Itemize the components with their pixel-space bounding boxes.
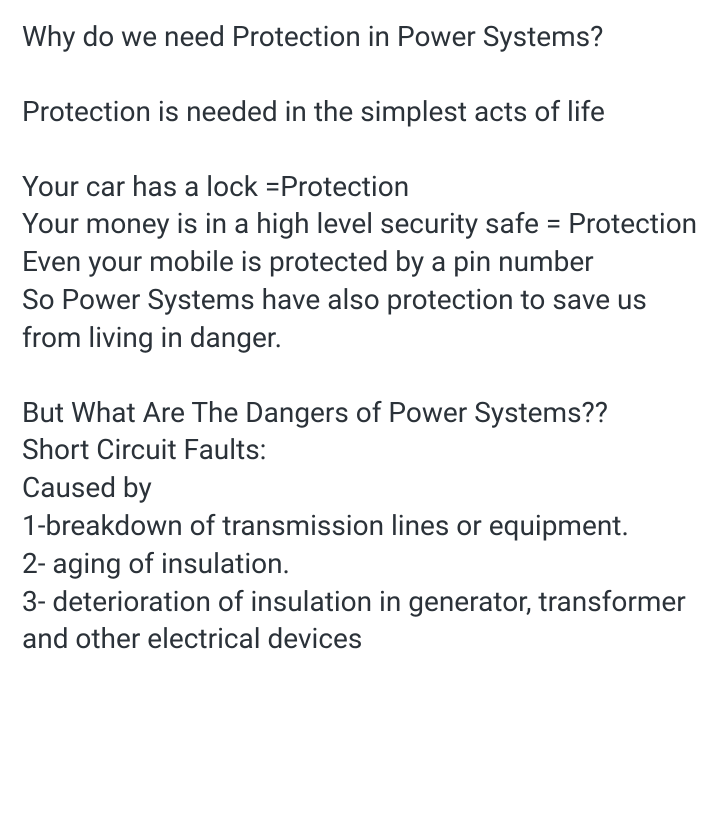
fault-type: Short Circuit Faults:	[22, 431, 698, 469]
caused-by-label: Caused by	[22, 469, 698, 507]
cause-2: 2- aging of insulation.	[22, 545, 698, 583]
example-mobile: Even your mobile is protected by a pin n…	[22, 243, 698, 281]
example-conclusion: So Power Systems have also protection to…	[22, 281, 698, 357]
blank-line	[22, 357, 698, 394]
example-money: Your money is in a high level security s…	[22, 205, 698, 243]
example-car: Your car has a lock =Protection	[22, 168, 698, 206]
blank-line	[22, 56, 698, 93]
heading-question: Why do we need Protection in Power Syste…	[22, 18, 698, 56]
cause-3: 3- deterioration of insulation in genera…	[22, 583, 698, 659]
cause-1: 1-breakdown of transmission lines or equ…	[22, 507, 698, 545]
document-body: Why do we need Protection in Power Syste…	[0, 0, 720, 676]
blank-line	[22, 131, 698, 168]
intro-line: Protection is needed in the simplest act…	[22, 93, 698, 131]
dangers-heading: But What Are The Dangers of Power System…	[22, 394, 698, 432]
